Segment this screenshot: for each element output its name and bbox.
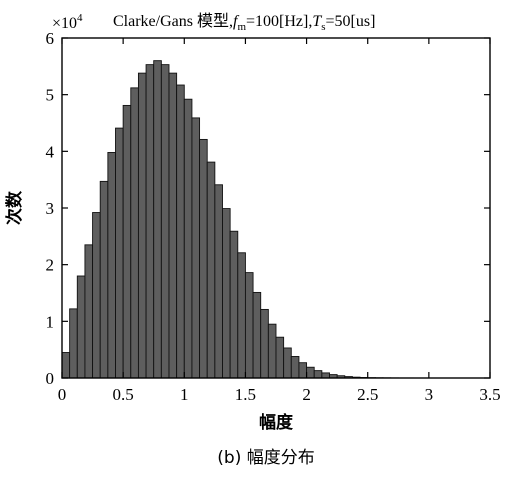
title-param-value: =50[us] — [326, 13, 376, 30]
histogram-bar — [321, 372, 330, 379]
histogram-bar — [168, 72, 178, 379]
histogram-bar — [99, 180, 109, 379]
histogram-bar — [84, 244, 94, 379]
chart-title-text: Clarke/Gans 模型, — [113, 12, 233, 30]
histogram-bar — [222, 208, 231, 379]
histogram-bar — [267, 323, 277, 379]
title-param-symbol: f — [233, 13, 240, 30]
title-param-subscript: m — [237, 21, 246, 33]
histogram-bar — [160, 64, 170, 379]
y-axis-label: 次数 — [4, 190, 25, 225]
histogram-bar — [76, 275, 86, 379]
histogram-bar — [92, 212, 101, 379]
histogram-bar — [191, 117, 201, 379]
histogram-bar — [176, 84, 185, 379]
histogram-bar — [137, 72, 147, 379]
y-tick-label: 2 — [46, 256, 55, 275]
histogram-bar — [283, 347, 292, 379]
histogram-bar — [61, 352, 71, 379]
histogram-bar — [122, 104, 132, 379]
axis-tick-labels: 0 0.5 1 1.5 2 2.5 3 3.5 0 1 2 3 4 5 6 — [46, 29, 501, 404]
x-tick-label: 0 — [58, 385, 67, 404]
axis-ticks — [61, 37, 491, 379]
x-tick-label: 2 — [302, 385, 311, 404]
title-param-symbol: T — [312, 13, 322, 30]
y-tick-label: 4 — [46, 142, 55, 161]
histogram-bar — [244, 272, 254, 379]
figure-caption: (b) 幅度分布 — [217, 448, 314, 468]
x-axis-label: 幅度 — [259, 412, 294, 433]
histogram-bar — [153, 60, 162, 379]
y-tick-label: 5 — [46, 86, 55, 105]
x-tick-label: 0.5 — [113, 385, 134, 404]
histogram-bar — [107, 152, 116, 379]
histogram-bar — [69, 308, 78, 379]
histogram-bar — [298, 362, 308, 379]
x-tick-label: 2.5 — [357, 385, 378, 404]
histogram-bar — [237, 252, 246, 379]
histogram-bar — [290, 356, 300, 379]
histogram-bar — [275, 336, 285, 379]
y-axis-multiplier: ×104 — [52, 12, 83, 32]
histogram-bar — [252, 291, 262, 379]
histogram-bar — [199, 138, 208, 379]
histogram-bar — [313, 370, 323, 379]
y-tick-label: 1 — [46, 312, 55, 331]
x-tick-label: 3.5 — [479, 385, 500, 404]
y-tick-label: 0 — [46, 369, 55, 388]
histogram-bars — [61, 60, 460, 379]
chart-title: Clarke/Gans 模型,fm=100[Hz],Ts=50[us] — [113, 12, 375, 33]
histogram-bar — [260, 308, 269, 379]
histogram-bar — [229, 230, 239, 379]
histogram-bar — [130, 87, 139, 379]
title-param-value: =100[Hz], — [246, 13, 312, 30]
histogram-bar — [306, 366, 315, 379]
y-tick-label: 6 — [46, 29, 55, 48]
histogram-bar — [115, 127, 124, 379]
histogram-bar — [183, 98, 193, 379]
y-tick-label: 3 — [46, 199, 55, 218]
title-param-subscript: s — [321, 21, 325, 33]
x-tick-label: 1 — [180, 385, 189, 404]
histogram-bar — [214, 184, 223, 379]
x-tick-label: 1.5 — [235, 385, 256, 404]
histogram-bar — [145, 64, 155, 379]
x-tick-label: 3 — [425, 385, 434, 404]
histogram-bar — [206, 161, 216, 379]
